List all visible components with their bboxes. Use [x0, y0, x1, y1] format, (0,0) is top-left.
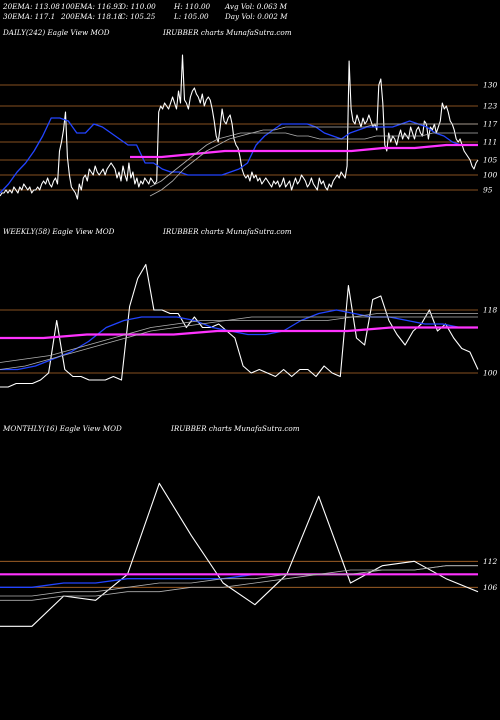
ema-long-b-series [0, 313, 478, 370]
tick-label: 112 [483, 557, 498, 566]
weekly-chart: 118 100 [0, 263, 498, 388]
ema20-label: 20EMA: 113.08 [3, 2, 60, 11]
tick-label: 95 [483, 186, 493, 195]
high-label: H: 110.00 [174, 2, 211, 11]
ema-long-b-series [0, 565, 478, 601]
monthly-panel-site: IRUBBER charts MunafaSutra.com [171, 424, 300, 433]
tick-label: 105 [483, 156, 498, 165]
avg-vol-label: Avg Vol: 0.063 M [225, 2, 287, 11]
ema100-label: 100EMA: 116.93 [61, 2, 123, 11]
daily-chart: 130 123 117 111 105 100 95 [0, 54, 498, 200]
open-label: O: 110.00 [120, 2, 156, 11]
ema-long-a-series [0, 316, 478, 363]
ema200-label: 200EMA: 118.18 [61, 12, 123, 21]
tick-label: 123 [483, 102, 498, 111]
tick-label: 118 [483, 306, 498, 315]
ema30-label: 30EMA: 117.1 [3, 12, 56, 21]
price-series [0, 54, 479, 200]
monthly-panel-label: MONTHLY(16) Eagle View MOD [3, 424, 122, 433]
close-label: C: 105.25 [120, 12, 156, 21]
price-series [0, 482, 479, 627]
ema-short-series [0, 309, 478, 371]
weekly-panel-label: WEEKLY(58) Eagle View MOD [3, 227, 115, 236]
daily-panel-site: IRUBBER charts MunafaSutra.com [163, 28, 292, 37]
pivot-series [0, 326, 478, 340]
weekly-panel-site: IRUBBER charts MunafaSutra.com [163, 227, 292, 236]
tick-label: 117 [483, 120, 498, 129]
day-vol-label: Day Vol: 0.002 M [225, 12, 288, 21]
monthly-chart: 112 106 [0, 482, 498, 627]
tick-label: 111 [483, 138, 497, 147]
tick-label: 100 [483, 369, 498, 378]
daily-panel-label: DAILY(242) Eagle View MOD [3, 28, 110, 37]
pivot-series [130, 143, 478, 159]
ema-long-a-series [149, 132, 478, 188]
tick-label: 130 [483, 81, 498, 90]
ema-long-b-series [149, 123, 478, 197]
tick-label: 100 [483, 171, 498, 180]
ema-short-series [0, 117, 478, 194]
tick-label: 106 [483, 583, 498, 592]
low-label: L: 105.00 [174, 12, 209, 21]
price-series [0, 263, 479, 388]
